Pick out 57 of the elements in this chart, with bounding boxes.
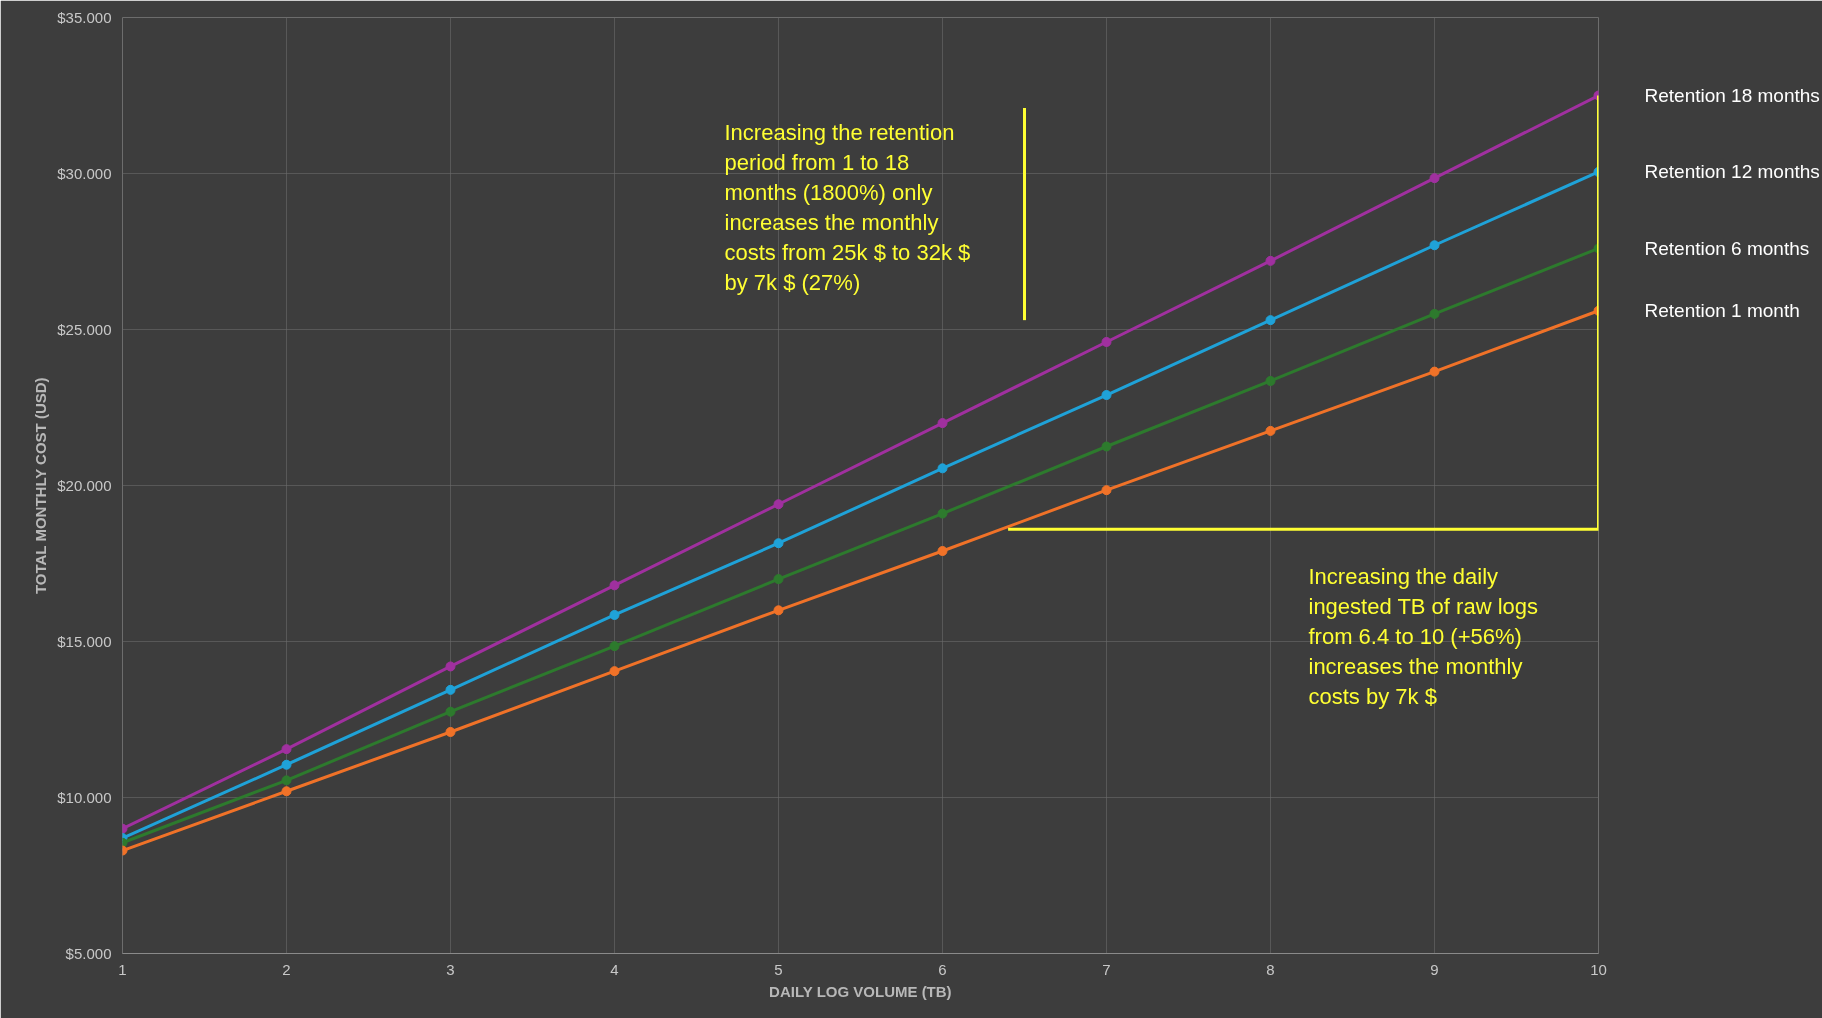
point	[1429, 173, 1440, 184]
point	[445, 726, 456, 737]
point	[445, 661, 456, 672]
point	[281, 759, 292, 770]
point	[445, 706, 456, 717]
point	[281, 744, 292, 755]
point	[1265, 315, 1276, 326]
x-tick-label: 9	[1430, 960, 1439, 978]
text: Retention 18 months	[1644, 85, 1820, 106]
x-tick-label: 4	[610, 960, 619, 978]
x-tick-label: 3	[446, 960, 455, 978]
point	[1429, 308, 1440, 319]
point	[281, 786, 292, 797]
y-tick-label: $30.000	[57, 165, 112, 182]
x-tick-label: 8	[1266, 960, 1275, 978]
x-tick-label: 6	[938, 960, 947, 978]
y-tick-label: $35.000	[57, 9, 112, 26]
y-tick-label: $25.000	[57, 321, 112, 338]
point	[937, 418, 948, 429]
point	[937, 508, 948, 519]
text: Retention 1 month	[1644, 300, 1800, 322]
point	[609, 666, 620, 677]
point	[773, 574, 784, 585]
point	[1429, 240, 1440, 251]
point	[281, 775, 292, 786]
x-tick-label: 5	[774, 960, 783, 978]
point	[1101, 485, 1112, 496]
point	[1265, 425, 1276, 436]
y-tick-label: $15.000	[57, 633, 112, 650]
point	[609, 609, 620, 620]
y-tick-label: $20.000	[57, 477, 112, 494]
y-tick-label: $10.000	[57, 789, 112, 806]
y-tick-label: $5.000	[65, 945, 112, 962]
x-tick-label: 10	[1590, 960, 1607, 978]
point	[1101, 336, 1112, 347]
point	[1265, 255, 1276, 266]
y-axis-title: TOTAL MONTHLY COST (USD)	[32, 377, 50, 595]
x-tick-label: 2	[282, 960, 291, 978]
point	[773, 499, 784, 510]
point	[937, 546, 948, 557]
point	[445, 684, 456, 695]
point	[1101, 390, 1112, 401]
text: Retention 12 months	[1644, 161, 1820, 183]
point	[609, 580, 620, 591]
annotation: Increasing the daily ingested TB of raw logs from 6.4 to 10 (+56%) increases the monthly costs by 7k $	[1308, 564, 1538, 710]
x-tick-label: 1	[118, 960, 127, 978]
point	[773, 605, 784, 616]
point	[937, 463, 948, 474]
point	[609, 641, 620, 652]
annotation: Increasing the retention period from 1 to 18 months (1800%) only increases the monthly costs from 25k $ to 32k $ by 7k $ (27%)	[724, 119, 971, 295]
point	[773, 538, 784, 549]
point	[1265, 375, 1276, 386]
x-tick-label: 7	[1102, 960, 1111, 978]
text: Retention 6 months	[1644, 237, 1810, 259]
point	[1101, 441, 1112, 452]
point	[1429, 366, 1440, 377]
x-axis-title: DAILY LOG VOLUME (TB)	[769, 982, 952, 1000]
